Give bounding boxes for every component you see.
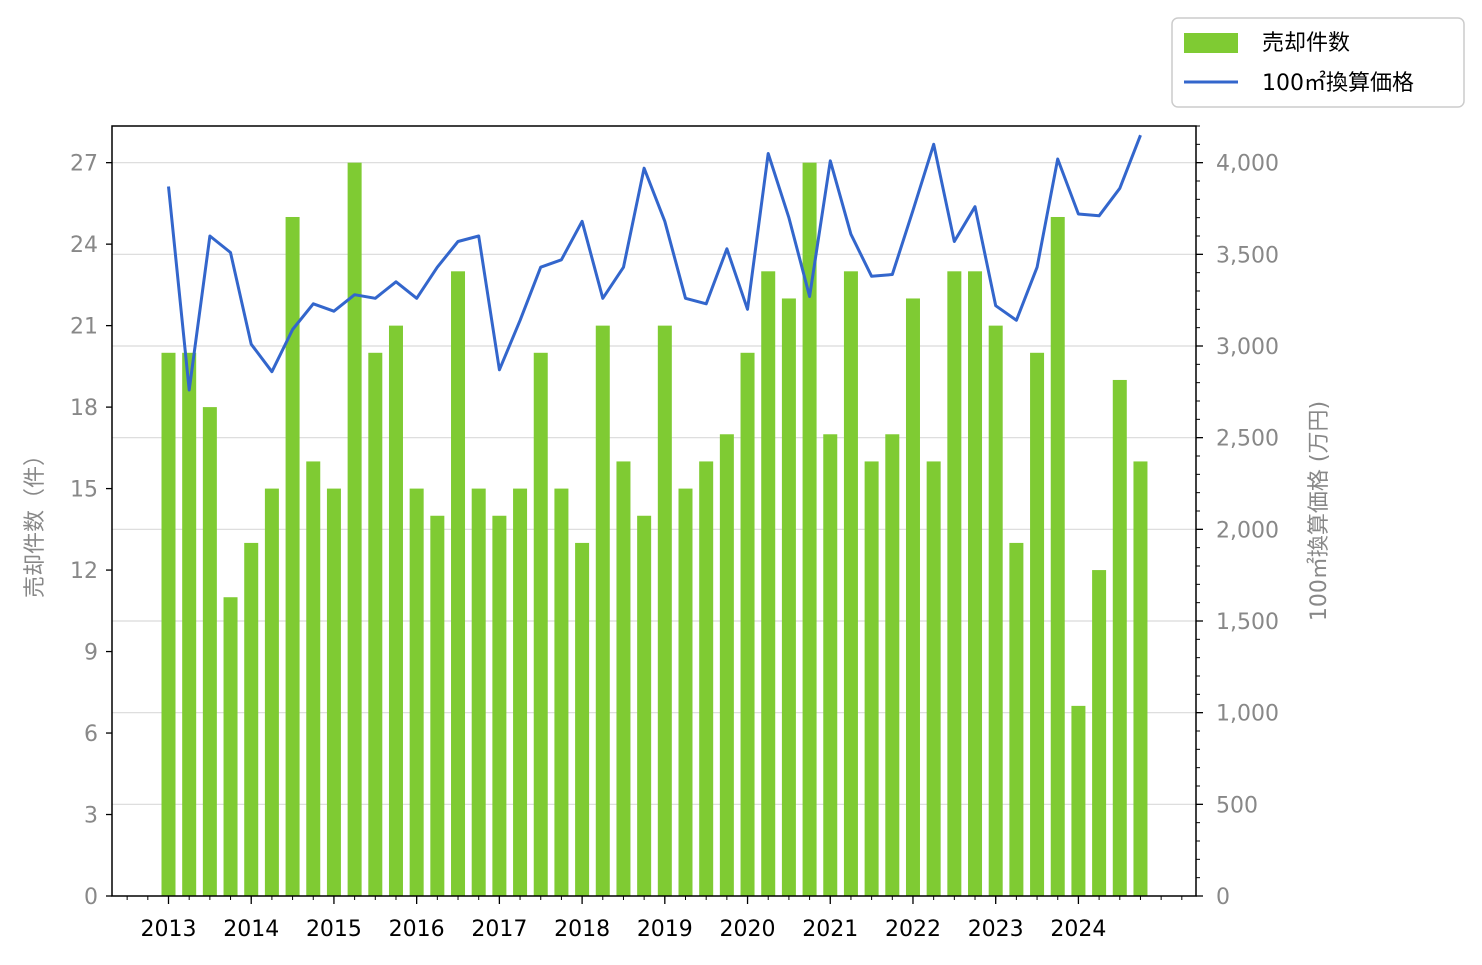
bar [202, 407, 217, 896]
bar [264, 488, 279, 896]
bar [843, 271, 858, 896]
y-right-tick-label: 500 [1216, 793, 1258, 818]
bar [905, 298, 920, 897]
x-tick-label: 2022 [885, 917, 941, 942]
bar-layer [161, 162, 1148, 897]
y-right-tick-label: 1,000 [1216, 702, 1279, 727]
y-left-tick-label: 24 [70, 233, 98, 258]
y-right-tick-label: 4,000 [1216, 152, 1279, 177]
bar [430, 515, 445, 896]
y-right-tick-label: 3,000 [1216, 335, 1279, 360]
bar [451, 271, 466, 896]
bar [1092, 570, 1107, 896]
bar [802, 162, 817, 896]
bar [1009, 542, 1024, 896]
bar [326, 488, 341, 896]
bar [368, 352, 383, 896]
bar [823, 434, 838, 896]
bar [885, 434, 900, 896]
bar [244, 542, 259, 896]
bar [657, 325, 672, 896]
bar [781, 298, 796, 897]
bar [595, 325, 610, 896]
bar [761, 271, 776, 896]
y-left-tick-label: 21 [70, 315, 98, 340]
axis-layer: 0 3 6 9 12 15 18 21 24 27 0 500 1,000 1,500 2,000 2,500… [70, 125, 1279, 942]
bar [1112, 379, 1127, 896]
y-right-tick-label: 0 [1216, 885, 1230, 910]
bar [533, 352, 548, 896]
line-layer [167, 134, 1142, 392]
y-right-tick-label: 2,500 [1216, 427, 1279, 452]
x-tick-label: 2023 [968, 917, 1024, 942]
legend-label-bar: 売却件数 [1262, 31, 1350, 56]
bar [182, 352, 197, 896]
bar [699, 461, 714, 896]
x-tick-label: 2015 [306, 917, 362, 942]
bar [409, 488, 424, 896]
legend-frame [1171, 17, 1465, 108]
y-left-tick-label: 18 [70, 396, 98, 421]
x-tick-label: 2019 [637, 917, 693, 942]
legend-swatch-bar [1184, 33, 1238, 53]
y-right-tick-label: 3,500 [1216, 243, 1279, 268]
x-tick-label: 2024 [1050, 917, 1106, 942]
bar [285, 216, 300, 896]
bar [492, 515, 507, 896]
bar [471, 488, 486, 896]
bar [161, 352, 176, 896]
y-right-title: 100㎡換算価格 (万円) [1306, 401, 1332, 621]
bar [947, 271, 962, 896]
y-left-tick-label: 15 [70, 478, 98, 503]
bar [864, 461, 879, 896]
x-tick-label: 2017 [471, 917, 527, 942]
x-tick-label: 2016 [389, 917, 445, 942]
x-tick-label: 2018 [554, 917, 610, 942]
bar [740, 352, 755, 896]
y-left-tick-label: 12 [70, 559, 98, 584]
bar [1030, 352, 1045, 896]
bar [223, 597, 238, 896]
y-left-tick-label: 6 [84, 722, 98, 747]
bar [554, 488, 569, 896]
legend-label-line: 100㎡換算価格 [1262, 70, 1414, 96]
bar [513, 488, 528, 896]
x-tick-label: 2021 [802, 917, 858, 942]
bar [1133, 461, 1148, 896]
y-left-tick-label: 3 [84, 804, 98, 829]
bar [616, 461, 631, 896]
legend: 売却件数 100㎡換算価格 [1171, 17, 1465, 108]
bar [678, 488, 693, 896]
bar [637, 515, 652, 896]
bar [1071, 705, 1086, 896]
x-tick-label: 2014 [223, 917, 279, 942]
bar [1050, 216, 1065, 896]
y-left-tick-label: 0 [84, 885, 98, 910]
y-left-tick-label: 9 [84, 641, 98, 666]
y-left-tick-label: 27 [70, 152, 98, 177]
bar [926, 461, 941, 896]
bar [347, 162, 362, 896]
bar [968, 271, 983, 896]
x-tick-label: 2020 [720, 917, 776, 942]
y-right-tick-label: 1,500 [1216, 610, 1279, 635]
y-left-title: 売却件数（件） [23, 444, 48, 598]
bar [719, 434, 734, 896]
bar [988, 325, 1003, 896]
bar [575, 542, 590, 896]
bar [388, 325, 403, 896]
bar [306, 461, 321, 896]
series-line [167, 134, 1142, 392]
y-right-tick-label: 2,000 [1216, 518, 1279, 543]
x-tick-label: 2013 [141, 917, 197, 942]
